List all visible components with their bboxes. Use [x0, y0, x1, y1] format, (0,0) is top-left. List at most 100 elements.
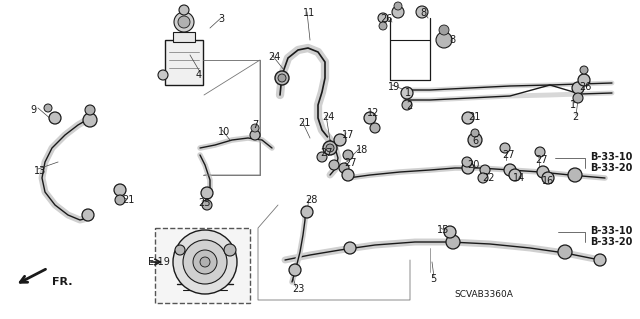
- Text: 7: 7: [252, 120, 259, 130]
- Text: 16: 16: [542, 176, 554, 186]
- Circle shape: [379, 22, 387, 30]
- Circle shape: [250, 130, 260, 140]
- Text: 1: 1: [570, 100, 576, 110]
- Circle shape: [173, 230, 237, 294]
- Text: 22: 22: [482, 173, 495, 183]
- Text: 5: 5: [430, 274, 436, 284]
- Circle shape: [323, 141, 337, 155]
- Text: B-33-10: B-33-10: [590, 152, 632, 162]
- Text: 11: 11: [303, 8, 316, 18]
- Circle shape: [342, 169, 354, 181]
- Text: 8: 8: [449, 35, 455, 45]
- Text: 14: 14: [513, 173, 525, 183]
- Bar: [165, 40, 203, 85]
- Text: 20: 20: [467, 160, 479, 170]
- Text: 13: 13: [34, 166, 46, 176]
- Circle shape: [202, 200, 212, 210]
- Bar: [173, 32, 195, 42]
- Circle shape: [558, 245, 572, 259]
- Text: B-33-20: B-33-20: [590, 163, 632, 173]
- Text: 19: 19: [388, 82, 400, 92]
- Text: 12: 12: [367, 108, 380, 118]
- Text: 10: 10: [218, 127, 230, 137]
- Circle shape: [344, 242, 356, 254]
- Circle shape: [289, 264, 301, 276]
- Circle shape: [500, 143, 510, 153]
- Circle shape: [334, 134, 346, 146]
- Text: 27: 27: [344, 158, 356, 168]
- Text: 25: 25: [198, 198, 211, 208]
- Circle shape: [200, 257, 210, 267]
- Text: 21: 21: [122, 195, 134, 205]
- Circle shape: [174, 12, 194, 32]
- Circle shape: [343, 150, 353, 160]
- Circle shape: [114, 184, 126, 196]
- Circle shape: [301, 206, 313, 218]
- Circle shape: [251, 124, 259, 132]
- Circle shape: [370, 123, 380, 133]
- Text: 2: 2: [572, 112, 579, 122]
- Circle shape: [85, 105, 95, 115]
- Circle shape: [329, 160, 339, 170]
- Circle shape: [378, 13, 388, 23]
- Circle shape: [444, 226, 456, 238]
- Text: 27: 27: [535, 155, 547, 165]
- Circle shape: [436, 32, 452, 48]
- Circle shape: [49, 112, 61, 124]
- Circle shape: [504, 164, 516, 176]
- Text: 4: 4: [196, 70, 202, 80]
- Circle shape: [175, 245, 185, 255]
- Text: 8: 8: [420, 8, 426, 18]
- Circle shape: [178, 16, 190, 28]
- Circle shape: [364, 112, 376, 124]
- Circle shape: [580, 66, 588, 74]
- Circle shape: [278, 74, 286, 82]
- Circle shape: [478, 173, 488, 183]
- Circle shape: [573, 93, 583, 103]
- Circle shape: [416, 6, 428, 18]
- Circle shape: [537, 166, 549, 178]
- Circle shape: [193, 250, 217, 274]
- Bar: [155, 228, 250, 303]
- Circle shape: [115, 195, 125, 205]
- Circle shape: [480, 165, 490, 175]
- Text: 9: 9: [30, 105, 36, 115]
- Circle shape: [462, 112, 474, 124]
- Circle shape: [535, 147, 545, 157]
- Circle shape: [317, 152, 327, 162]
- Circle shape: [82, 209, 94, 221]
- Text: FR.: FR.: [52, 277, 72, 287]
- Circle shape: [446, 235, 460, 249]
- Text: 24: 24: [322, 112, 334, 122]
- Circle shape: [44, 104, 52, 112]
- Circle shape: [339, 163, 349, 173]
- Circle shape: [468, 133, 482, 147]
- Circle shape: [401, 87, 413, 99]
- Text: 17: 17: [342, 130, 355, 140]
- Text: 3: 3: [218, 14, 224, 24]
- Circle shape: [462, 162, 474, 174]
- Circle shape: [201, 187, 213, 199]
- Text: 6: 6: [472, 136, 478, 146]
- Text: 27: 27: [320, 148, 333, 158]
- Text: 23: 23: [292, 284, 305, 294]
- Text: 15: 15: [437, 225, 449, 235]
- Circle shape: [471, 129, 479, 137]
- Text: 26: 26: [380, 14, 392, 24]
- Circle shape: [326, 144, 334, 152]
- Circle shape: [462, 157, 472, 167]
- Circle shape: [568, 168, 582, 182]
- Circle shape: [183, 240, 227, 284]
- Text: B-33-20: B-33-20: [590, 237, 632, 247]
- Text: 2: 2: [406, 101, 412, 111]
- Circle shape: [439, 25, 449, 35]
- Circle shape: [158, 70, 168, 80]
- Text: 1: 1: [405, 88, 411, 98]
- Text: E-19: E-19: [148, 257, 170, 267]
- Circle shape: [179, 5, 189, 15]
- Text: 21: 21: [468, 112, 481, 122]
- Circle shape: [83, 113, 97, 127]
- Text: SCVAB3360A: SCVAB3360A: [454, 290, 513, 299]
- Circle shape: [594, 254, 606, 266]
- Circle shape: [578, 74, 590, 86]
